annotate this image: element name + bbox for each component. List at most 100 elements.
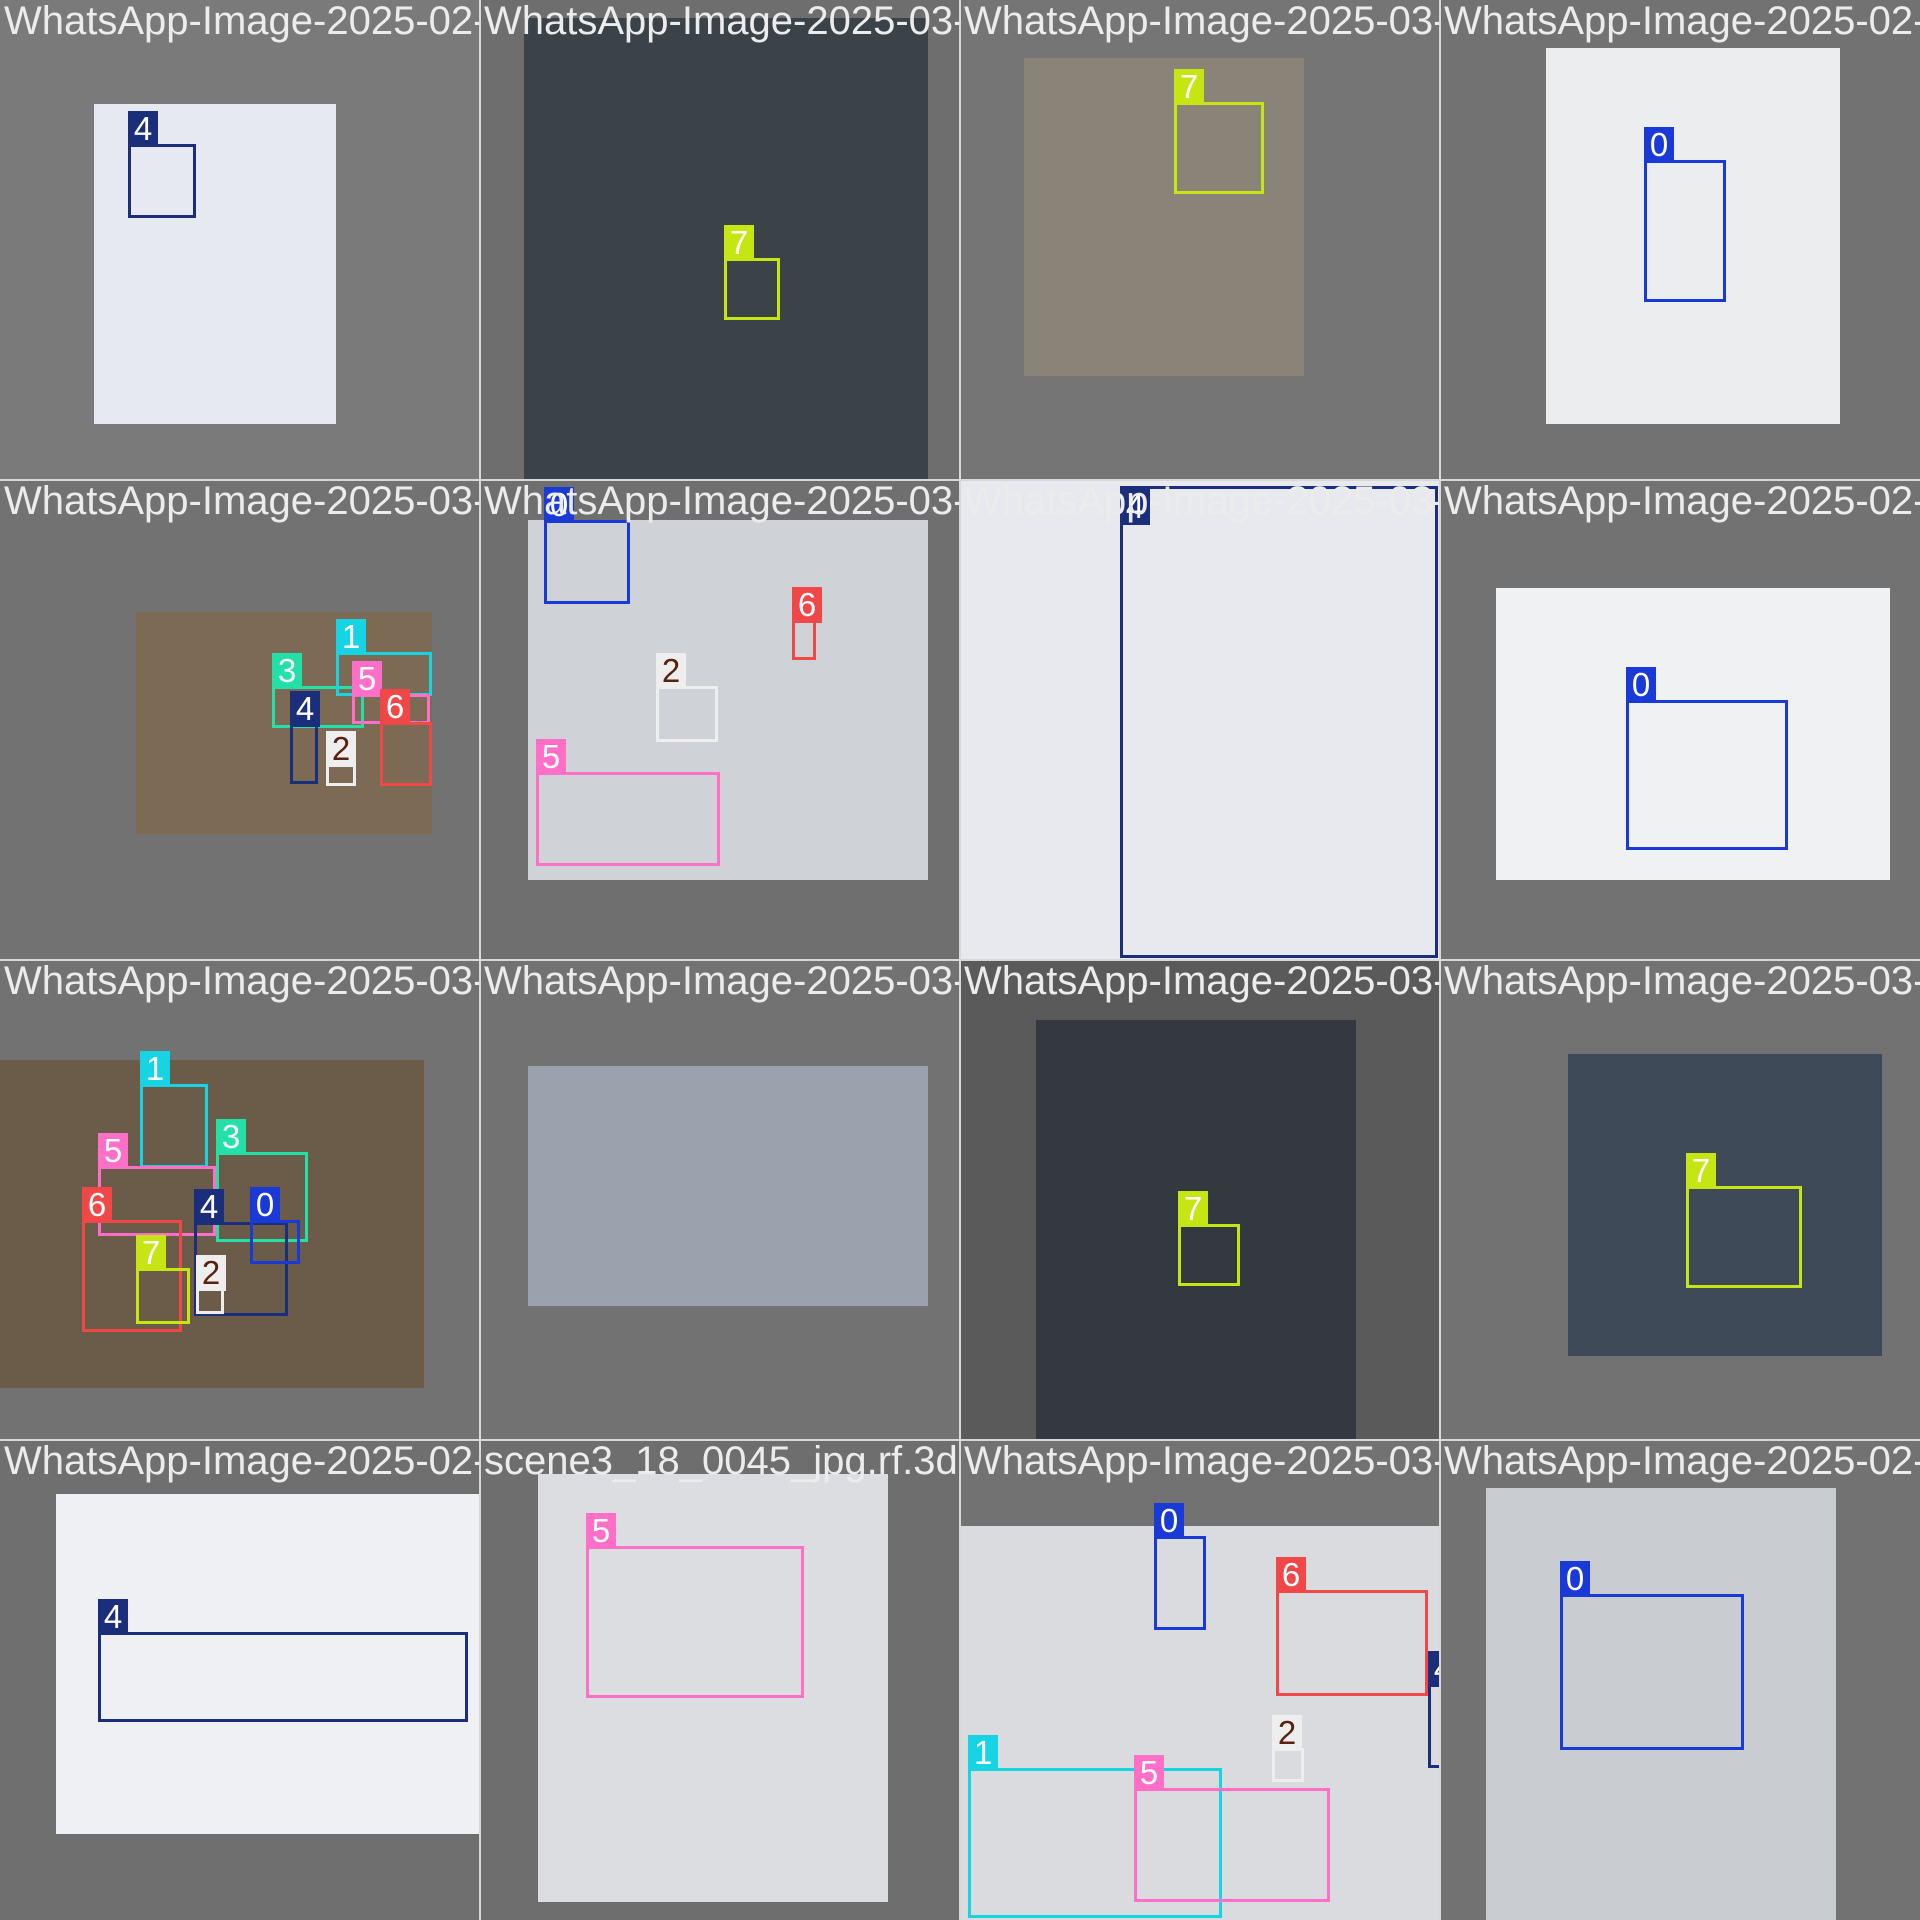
detection-class-label: 2 [196,1255,226,1291]
detection-class-label: 7 [1174,69,1204,105]
detection-class-label: 0 [250,1187,280,1223]
detection-box: 4 [128,111,196,218]
tile-filename: WhatsApp-Image-2025-03-08at-17_11_16-1.j… [1444,960,1920,1003]
tile-filename: WhatsApp-Image-2025-03-08at-10_55_29.jpg [964,1440,1440,1483]
detection-class-label: 2 [326,731,356,767]
image-tile: WhatsApp-Image-2025-03-08at-17_14_22.jpg… [0,960,480,1440]
detection-class-label: 6 [82,1187,112,1223]
image-tile: WhatsApp-Image-2025-03-08at-17_11_16-1.j… [960,960,1440,1440]
tile-filename: WhatsApp-Image-2025-03-08at-17_11_16-1.j… [964,960,1440,1003]
detection-class-label: 2 [656,653,686,689]
tile-photo [56,1494,480,1834]
image-tile: WhatsApp-Image-2025-03-08at-10_53_58-1.j… [480,960,960,1440]
tile-filename: scene3_18_0045_jpg.rf.3d87db4ab649cfe6 [484,1440,960,1483]
detection-box: 5 [536,739,720,866]
image-tile: WhatsApp-Image-2025-02-27at-10_53_27.jpg… [1440,0,1920,480]
detection-class-label: 0 [1560,1561,1590,1597]
tile-photo [1024,58,1304,376]
tile-filename: WhatsApp-Image-2025-03-08at-10_31_21.jpg [484,480,960,523]
tile-filename: WhatsApp-Image-2025-02-27at-10_53_27.jpg [1444,0,1920,43]
grid-divider-horizontal [0,959,1920,961]
detection-box: 6 [82,1187,182,1332]
tile-filename: WhatsApp-Image-2025-03-08at-10_53_27.jpg [964,480,1440,523]
tile-photo [1568,1054,1882,1356]
detection-box: 7 [136,1235,190,1324]
detection-box: 2 [656,653,718,742]
detection-class-label: 1 [968,1735,998,1771]
detection-class-label: 4 [194,1189,224,1225]
detection-box: 0 [1644,127,1726,302]
detection-box: 6 [1276,1557,1428,1696]
tile-filename: WhatsApp-Image-2025-02-27at-08_43_10.jpg [4,1440,480,1483]
detection-class-label: 4 [290,691,320,727]
image-tile: WhatsApp-Image-2025-02-27at-10_55_29.jpg… [1440,1440,1920,1920]
detection-class-label: 7 [1686,1153,1716,1189]
tile-filename: WhatsApp-Image-2025-02-27at-10_53_27.jpg [1444,480,1920,523]
detection-class-label: 3 [272,653,302,689]
tile-photo [528,1066,928,1306]
detection-class-label: 4 [128,111,158,147]
detection-class-label: 5 [98,1133,128,1169]
tile-photo [1486,1488,1836,1920]
image-tile: WhatsApp-Image-2025-03-08at-17_14_59-1.j… [960,0,1440,480]
detection-box: 5 [586,1513,804,1698]
image-tile: WhatsApp-Image-2025-03-08at-17_11_16-1.j… [1440,960,1920,1440]
tile-filename: WhatsApp-Image-2025-02-27at-10_55_29.jpg [1444,1440,1920,1483]
tile-photo [528,520,928,880]
detection-class-label: 7 [1178,1191,1208,1227]
detection-box: 6 [380,689,432,786]
detection-box: 4 [98,1599,468,1722]
image-tile: WhatsApp-Image-2025-02-27at-08_43_10.jpg… [0,1440,480,1920]
detection-box: 1 [140,1051,208,1168]
detection-box: 0 [544,487,630,604]
detection-class-label: 1 [336,619,366,655]
image-tile: WhatsApp-Image-2025-03-08at-17_14_17-1.j… [0,480,480,960]
detection-box: 2 [196,1255,226,1314]
detection-box: 7 [1174,69,1264,194]
detection-box: 4 [290,691,320,784]
detection-class-label: 7 [724,225,754,261]
detection-class-label: 0 [544,487,574,523]
tile-photo [960,480,1440,960]
detection-class-label: 6 [792,587,822,623]
detection-box: 5 [1134,1755,1330,1902]
grid-divider-vertical [1439,0,1441,1920]
tile-filename: WhatsApp-Image-2025-03-08at-17_14_59-1.j… [964,0,1440,43]
detection-class-label: 5 [536,739,566,775]
tile-photo [94,104,336,424]
tile-filename: WhatsApp-Image-2025-03-08at-17_14_17-1.j… [4,480,480,523]
detection-box: 0 [1626,667,1788,850]
detection-class-label: 5 [352,661,382,697]
image-tile: WhatsApp-Image-2025-02-27at-08_43_12.jpg… [0,0,480,480]
tile-photo [1546,48,1840,424]
detection-class-label: 0 [1154,1503,1184,1539]
detection-box: 2 [326,731,356,786]
detection-class-label: 0 [1644,127,1674,163]
detection-box: 2 [1272,1715,1304,1782]
detection-class-label: 6 [380,689,410,725]
tile-filename: WhatsApp-Image-2025-03-08at-17_14_22.jpg [4,960,480,1003]
detection-box: 0 [1560,1561,1744,1750]
image-tile: WhatsApp-Image-2025-03-08at-10_55_29.jpg… [960,1440,1440,1920]
detection-class-label: 7 [136,1235,166,1271]
image-tile: WhatsApp-Image-2025-03-08at-10_31_21.jpg… [480,480,960,960]
detection-class-label: 5 [1134,1755,1164,1791]
tile-photo [1496,588,1890,880]
detection-class-label: 0 [1626,667,1656,703]
tile-filename: WhatsApp-Image-2025-02-27at-08_43_12.jpg [4,0,480,43]
detection-box: 7 [1686,1153,1802,1288]
detection-box: 4 [194,1189,288,1316]
detection-box: 0 [1154,1503,1206,1630]
detection-class-label: 4 [98,1599,128,1635]
detection-class-label: 4 [1120,489,1150,525]
image-tile: scene3_18_0045_jpg.rf.3d87db4ab649cfe6 5 [480,1440,960,1920]
detection-box: 1 [968,1735,1222,1918]
detection-box: 4 [1120,486,1438,958]
detection-class-label: 5 [586,1513,616,1549]
tile-filename: WhatsApp-Image-2025-03-08at-10_53_58-1.j… [484,960,960,1003]
tile-photo [1036,1020,1356,1440]
detection-class-label: 3 [216,1119,246,1155]
detection-class-label: 6 [1276,1557,1306,1593]
detection-box: 0 [250,1187,300,1264]
